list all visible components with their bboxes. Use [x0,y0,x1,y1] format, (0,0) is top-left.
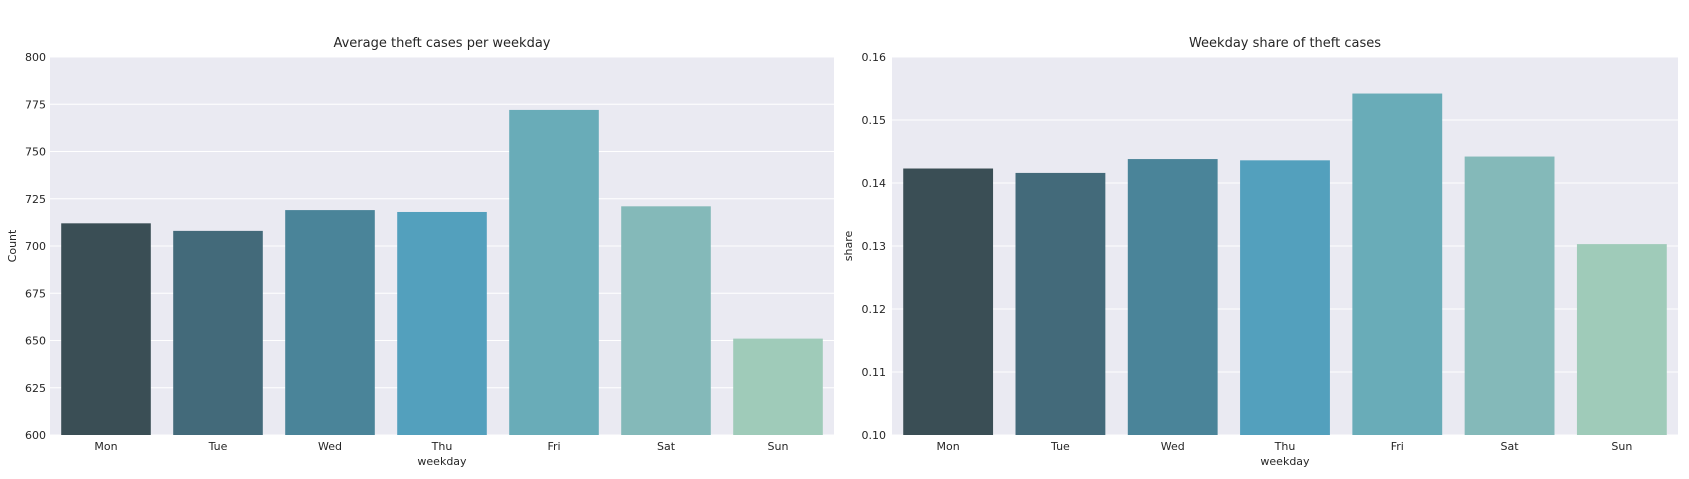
bar-sat [1464,156,1555,436]
x-axis-label: weekday [1260,455,1310,468]
bar-tue [173,230,263,435]
chart-panel-1: 600 625 650 675 700 725 750 775 800 Mon Tue Wed Thu F… [6,36,834,468]
y-tick-label: 700 [25,240,46,253]
y-tick-label: 750 [25,146,46,159]
x-tick-label: Mon [937,440,960,453]
x-tick-label: Sun [1611,440,1632,453]
y-tick-label: 625 [25,382,46,395]
y-tick-label: 0.10 [862,429,887,442]
bar-sun [733,338,823,435]
y-tick-label: 0.12 [862,303,887,316]
y-tick-label: 600 [25,429,46,442]
bar-fri [1352,93,1443,435]
y-tick-label: 0.11 [862,366,887,379]
y-tick-label: 0.16 [862,51,887,64]
bar-tue [1015,172,1106,436]
bar-sun [1576,244,1667,435]
chart-panel-2: 0.10 0.11 0.12 0.13 0.14 0.15 0.16 Mon Tue Wed Thu… [842,36,1678,468]
y-tick-label: 0.13 [862,240,887,253]
y-tick-label: 650 [25,335,46,348]
y-tick-label: 675 [25,287,46,300]
bar-wed [285,210,375,435]
bar-thu [397,211,487,435]
x-tick-label: Mon [94,440,117,453]
y-tick-label: 775 [25,98,46,111]
x-tick-label: Fri [1391,440,1404,453]
x-tick-label: Thu [1274,440,1296,453]
bar-fri [509,109,599,436]
y-axis-label: Count [6,229,19,262]
y-tick-label: 725 [25,193,46,206]
x-axis-label: weekday [417,455,467,468]
x-tick-label: Thu [431,440,453,453]
bar-sat [621,206,711,435]
chart-title: Average theft cases per weekday [333,36,550,51]
y-tick-label: 0.15 [862,114,887,127]
x-tick-label: Sat [1501,440,1520,453]
y-tick-label: 0.14 [862,177,887,190]
x-tick-label: Tue [208,440,228,453]
bar-mon [61,223,151,435]
bar-thu [1240,160,1330,435]
bar-mon [903,168,994,435]
y-axis-label: share [842,231,855,262]
x-tick-label: Tue [1050,440,1070,453]
x-tick-label: Fri [547,440,560,453]
x-tick-label: Sun [768,440,789,453]
x-tick-label: Wed [1161,440,1185,453]
bar-wed [1127,159,1218,435]
y-tick-label: 800 [25,51,46,64]
x-tick-label: Sat [657,440,676,453]
x-tick-label: Wed [318,440,342,453]
chart-title: Weekday share of theft cases [1189,36,1381,51]
